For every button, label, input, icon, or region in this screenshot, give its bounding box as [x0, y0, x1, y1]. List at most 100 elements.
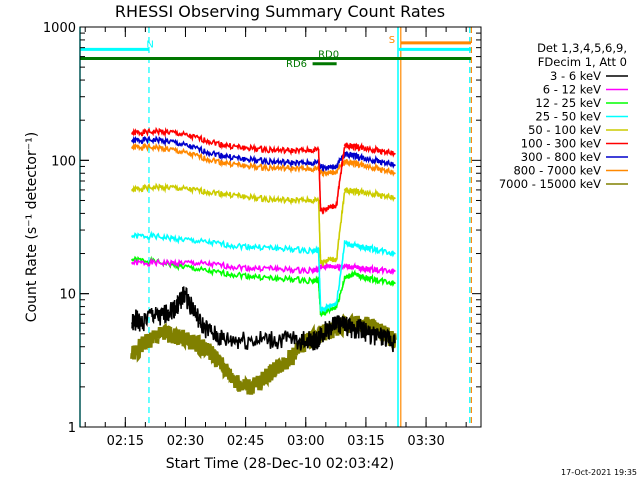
data-point — [359, 191, 362, 193]
data-point — [191, 239, 194, 242]
data-point — [319, 309, 322, 312]
data-point — [351, 327, 354, 330]
data-point — [393, 152, 396, 155]
data-point — [327, 327, 330, 330]
legend-entry: 100 - 300 keV — [521, 137, 601, 151]
data-point — [351, 266, 354, 269]
data-point — [303, 199, 306, 202]
legend-entry: 12 - 25 keV — [535, 96, 601, 110]
data-point — [271, 277, 274, 280]
data-point — [343, 277, 346, 280]
data-point — [291, 269, 294, 272]
data-point — [259, 339, 262, 341]
data-point — [191, 146, 194, 149]
data-point — [131, 262, 134, 264]
data-point — [191, 189, 194, 191]
data-point — [393, 164, 396, 167]
data-point — [271, 148, 274, 151]
data-point — [311, 339, 314, 341]
y-tick-label: 1 — [68, 421, 76, 436]
data-point — [393, 172, 396, 175]
x-tick-label: 02:15 — [107, 434, 144, 449]
data-point — [367, 277, 370, 280]
data-point — [387, 339, 390, 341]
data-point — [239, 146, 242, 149]
data-point — [335, 258, 338, 261]
plot-frame — [79, 26, 482, 428]
data-point — [255, 147, 258, 150]
data-point — [219, 362, 222, 365]
data-point — [211, 353, 214, 356]
legend-entry: 3 - 6 keV — [550, 69, 601, 83]
data-point — [239, 195, 242, 197]
data-point — [227, 373, 230, 375]
series-line — [131, 257, 396, 276]
series-12-25kev — [131, 255, 396, 318]
data-point — [131, 139, 134, 142]
data-point — [379, 194, 382, 196]
data-point — [155, 335, 158, 338]
data-point — [179, 335, 182, 338]
data-point — [393, 341, 396, 344]
data-point — [351, 273, 354, 276]
data-point — [327, 305, 330, 308]
data-point — [359, 245, 362, 248]
series-3-6kev — [131, 286, 396, 353]
data-point — [131, 258, 134, 261]
data-point — [287, 167, 290, 170]
annotation-rd0: RD0 — [318, 50, 339, 61]
data-point — [175, 142, 178, 144]
annotation-n: N — [146, 40, 153, 51]
data-point — [319, 265, 322, 268]
data-point — [203, 345, 206, 348]
data-point — [271, 267, 274, 270]
data-point — [367, 247, 370, 249]
data-point — [303, 149, 306, 152]
data-point — [143, 146, 146, 148]
series-line — [131, 126, 396, 215]
legend-entry: 25 - 50 keV — [535, 110, 601, 124]
data-point — [171, 263, 174, 266]
data-point — [359, 275, 362, 278]
data-point — [327, 258, 330, 261]
series-line — [131, 135, 396, 173]
x-tick-label: 03:00 — [287, 434, 324, 449]
data-point — [271, 166, 274, 169]
data-point — [311, 249, 314, 252]
data-point — [255, 159, 258, 162]
data-point — [359, 146, 362, 149]
data-point — [343, 324, 346, 327]
data-point — [143, 187, 146, 189]
data-point — [151, 262, 154, 264]
footer-timestamp: 17-Oct-2021 19:35 — [561, 468, 637, 477]
data-point — [327, 309, 330, 312]
legend-entry: 50 - 100 keV — [528, 123, 601, 137]
data-point — [183, 292, 186, 295]
data-point — [191, 153, 194, 156]
data-point — [359, 267, 362, 270]
data-point — [287, 161, 290, 164]
data-point — [379, 269, 382, 272]
data-point — [335, 322, 338, 325]
series-6-12kev — [131, 257, 396, 276]
data-point — [131, 322, 134, 325]
x-tick-label: 02:30 — [167, 434, 204, 449]
legend-header: Det 1,3,4,5,6,9, — [537, 41, 627, 55]
data-point — [207, 158, 210, 161]
data-point — [367, 268, 370, 270]
data-point — [163, 332, 166, 335]
data-point — [179, 298, 182, 301]
data-point — [151, 235, 154, 238]
series-line — [131, 286, 396, 353]
data-point — [327, 207, 330, 209]
y-axis-label: Count Rate (s⁻¹ detector⁻¹) — [24, 132, 40, 322]
data-point — [159, 147, 162, 149]
data-point — [327, 172, 330, 175]
data-point — [393, 282, 396, 284]
data-point — [343, 242, 346, 244]
data-point — [335, 165, 338, 168]
data-point — [211, 263, 214, 266]
data-point — [367, 147, 370, 150]
data-point — [351, 244, 354, 247]
